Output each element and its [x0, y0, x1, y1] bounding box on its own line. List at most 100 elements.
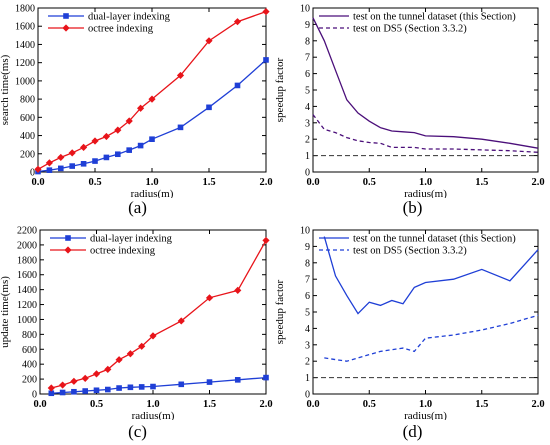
data-point — [176, 71, 185, 80]
chart-panel-a: 0.0 0.5 1.0 1.5 2.0 0 200 400 600 800 1000 1200 1400… — [0, 0, 275, 222]
x-tick-label: 0.5 — [88, 177, 101, 188]
data-point — [234, 82, 241, 89]
y-tick-label: 0 — [30, 168, 35, 179]
chart-svg-3: 0.0 0.5 1.0 1.5 2.0 0 1 2 3 4 5 6 7 8 9 10 radius(m) spee… — [275, 226, 545, 421]
y-tick-label: 1200 — [15, 58, 35, 69]
data-point — [263, 374, 269, 381]
data-point — [45, 159, 53, 167]
x-tick-label: 2.0 — [531, 399, 544, 410]
data-point — [137, 104, 145, 112]
y-axis-label: update time(ms) — [0, 276, 11, 348]
data-point — [262, 8, 270, 16]
x-tick-label: 0.0 — [33, 399, 46, 410]
data-point — [263, 57, 269, 63]
x-tick-label: 1.0 — [146, 399, 159, 410]
y-tick-label: 0 — [305, 390, 310, 401]
data-point — [81, 374, 89, 382]
x-tick-label: 0.5 — [90, 399, 103, 410]
series-line-1 — [312, 114, 539, 153]
y-tick-label: 800 — [22, 330, 37, 341]
y-tick-label: 2 — [305, 357, 310, 368]
data-point — [126, 350, 134, 358]
y-tick-label: 1000 — [15, 76, 35, 87]
data-point — [205, 294, 214, 302]
legend-label: dual-layer indexing — [88, 12, 171, 23]
x-tick-label: 1.5 — [203, 399, 216, 410]
y-tick-label: 6 — [305, 69, 310, 80]
y-tick-label: 600 — [20, 113, 35, 124]
data-point — [92, 158, 98, 164]
data-point — [47, 384, 55, 392]
chart-svg-0: 0.0 0.5 1.0 1.5 2.0 0 200 400 600 800 1000 1200 1400… — [0, 4, 273, 199]
x-tick-label: 0.0 — [31, 177, 44, 188]
y-tick-label: 600 — [22, 345, 37, 356]
data-point — [150, 383, 156, 390]
data-point — [206, 104, 212, 111]
data-point — [234, 377, 241, 383]
series-line-1 — [324, 314, 539, 362]
caption-a: (a) — [128, 198, 147, 217]
data-point — [80, 143, 88, 151]
y-tick-label: 2200 — [17, 226, 37, 237]
x-tick-label: 1.5 — [475, 399, 488, 410]
data-point — [137, 142, 144, 149]
x-axis-label: radius(m) — [404, 410, 447, 420]
y-axis-label: speedup factor — [275, 279, 286, 344]
x-tick-label: 1.0 — [419, 177, 432, 188]
data-point — [80, 161, 87, 167]
y-tick-label: 10 — [300, 4, 310, 15]
data-point — [68, 149, 76, 157]
data-point — [115, 356, 123, 364]
data-point — [48, 390, 55, 397]
y-tick-label: 4 — [305, 102, 310, 113]
x-axis-label: radius(m) — [131, 188, 174, 198]
data-point — [103, 154, 110, 161]
x-tick-label: 1.0 — [419, 399, 432, 410]
legend-label: test on the tunnel dataset (this Section… — [353, 12, 516, 23]
data-point — [205, 37, 213, 45]
data-point — [178, 381, 185, 388]
x-tick-label: 2.0 — [531, 177, 544, 188]
y-tick-label: 4 — [305, 324, 310, 335]
y-tick-label: 9 — [305, 242, 310, 253]
data-point — [127, 384, 134, 391]
data-point — [262, 236, 270, 245]
data-point — [149, 332, 157, 340]
x-axis-label: radius(m) — [132, 410, 175, 420]
y-tick-label: 2000 — [17, 240, 37, 251]
data-point — [115, 151, 121, 158]
legend-marker — [65, 235, 71, 241]
y-tick-label: 6 — [305, 291, 310, 302]
y-tick-label: 0 — [32, 390, 37, 401]
y-tick-label: 5 — [305, 308, 310, 319]
data-point — [233, 18, 242, 26]
data-point — [138, 384, 145, 390]
y-tick-label: 1800 — [17, 255, 37, 266]
caption-b: (b) — [402, 198, 423, 217]
y-tick-label: 9 — [305, 20, 310, 31]
x-axis-label: radius(m) — [404, 188, 447, 198]
x-tick-label: 0.5 — [363, 399, 376, 410]
data-point — [177, 124, 184, 131]
y-tick-label: 5 — [305, 86, 310, 97]
y-tick-label: 400 — [22, 360, 37, 371]
chart-svg-1: 0.0 0.5 1.0 1.5 2.0 0 1 2 3 4 5 6 7 8 9 10 radius(m) spee… — [275, 4, 545, 199]
x-tick-label: 0.0 — [306, 177, 319, 188]
data-point — [59, 389, 66, 396]
y-tick-label: 3 — [305, 340, 310, 351]
data-point — [125, 117, 133, 125]
y-tick-label: 200 — [20, 149, 35, 160]
legend-label: test on the tunnel dataset (this Section… — [353, 234, 516, 245]
data-point — [91, 137, 99, 145]
legend-label: octree indexing — [90, 246, 156, 257]
x-tick-label: 2.0 — [259, 177, 272, 188]
legend-label: dual-layer indexing — [90, 234, 173, 245]
data-point — [149, 136, 155, 142]
data-point — [92, 370, 101, 378]
y-tick-label: 0 — [305, 168, 310, 179]
y-tick-label: 8 — [305, 258, 310, 269]
legend-marker — [64, 246, 72, 254]
y-tick-label: 10 — [300, 226, 310, 237]
caption-c: (c) — [128, 422, 147, 441]
data-point — [105, 386, 111, 393]
